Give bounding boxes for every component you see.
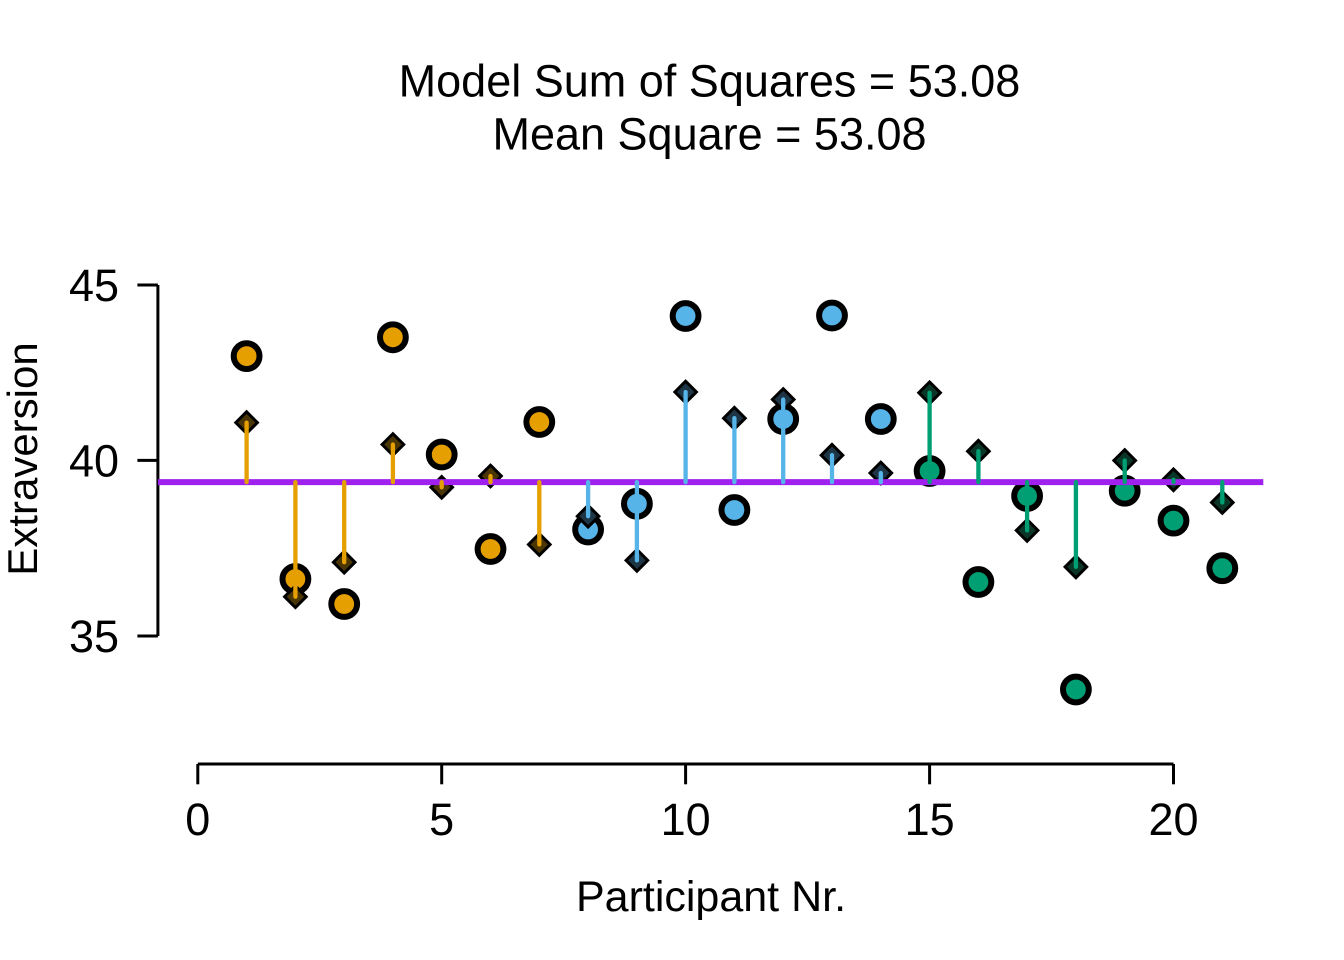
svg-text:5: 5 bbox=[429, 794, 454, 845]
svg-text:35: 35 bbox=[69, 611, 119, 662]
svg-text:0: 0 bbox=[185, 794, 210, 845]
svg-text:20: 20 bbox=[1148, 794, 1198, 845]
svg-text:Participant Nr.: Participant Nr. bbox=[576, 873, 846, 921]
svg-text:Mean Square = 53.08: Mean Square = 53.08 bbox=[492, 109, 926, 160]
svg-text:Extraversion: Extraversion bbox=[0, 342, 46, 575]
svg-text:15: 15 bbox=[905, 794, 955, 845]
svg-text:45: 45 bbox=[69, 260, 119, 311]
svg-text:Model Sum of Squares = 53.08: Model Sum of Squares = 53.08 bbox=[399, 55, 1021, 106]
svg-text:40: 40 bbox=[69, 435, 119, 486]
svg-text:10: 10 bbox=[661, 794, 711, 845]
